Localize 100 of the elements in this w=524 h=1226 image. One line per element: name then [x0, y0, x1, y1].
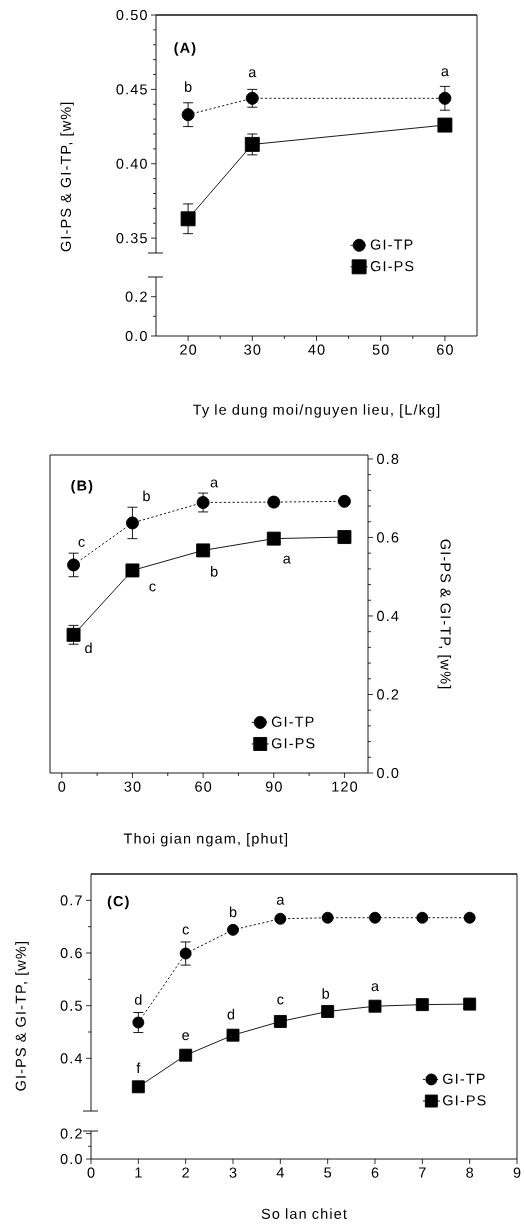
annotation: b — [322, 988, 330, 999]
x-tick-label: 9 — [513, 1167, 521, 1178]
annotation: a — [371, 983, 380, 992]
x-tick-label: 4 — [276, 1167, 284, 1178]
point — [368, 999, 382, 1013]
annotation: f — [136, 1062, 141, 1074]
annotation: b — [143, 490, 150, 502]
point — [126, 516, 139, 530]
x-tick-label: 5 — [324, 1167, 332, 1178]
annotation: a — [210, 479, 219, 488]
annotation: b — [211, 566, 218, 577]
y-tick-label: 0.0 — [60, 1153, 82, 1165]
point — [369, 911, 381, 924]
x-tick-label: 7 — [419, 1167, 426, 1178]
y-tick-label: 0.40 — [116, 158, 147, 169]
point — [132, 1016, 145, 1029]
y-tick-label: 0.6 — [377, 532, 399, 543]
x-tick-label: 20 — [180, 344, 197, 355]
x-tick-label: 90 — [265, 781, 282, 792]
annotation: d — [227, 1008, 235, 1020]
annotation: a — [248, 69, 257, 78]
annotation: b — [185, 81, 192, 92]
y-tick-label: 0.0 — [377, 767, 399, 779]
point — [463, 997, 477, 1011]
y-tick-label: 0.2 — [377, 689, 399, 700]
point — [337, 530, 352, 545]
point — [274, 912, 287, 925]
y-tick-label: 0.8 — [377, 453, 399, 465]
point — [180, 211, 196, 227]
x-tick-label: 50 — [372, 344, 389, 355]
x-axis-title: Ty le dung moi/nguyen lieu, [L/kg] — [193, 404, 440, 418]
annotation: c — [277, 996, 284, 1005]
point — [463, 911, 476, 924]
annotation: d — [134, 994, 142, 1005]
point — [196, 496, 210, 509]
x-tick-label: 60 — [195, 781, 212, 792]
point — [131, 1080, 145, 1094]
x-axis-title: So lan chiet — [261, 1208, 347, 1219]
annotation: (A) — [174, 42, 196, 56]
point — [226, 1028, 240, 1042]
y-tick-label: 0.50 — [116, 9, 147, 21]
y-axis-title: GI-PS & GI-TP, [w%] — [437, 539, 452, 689]
annotation: a — [283, 555, 291, 564]
legend-label: GI-PS — [370, 261, 414, 272]
x-tick-label: 1 — [135, 1167, 142, 1178]
point — [181, 108, 195, 122]
y-tick-label: 0.4 — [60, 1053, 83, 1064]
x-tick-label: 2 — [182, 1167, 189, 1178]
y-tick-label: 0.4 — [377, 610, 399, 622]
point — [266, 531, 281, 546]
point — [125, 563, 140, 578]
x-tick-label: 60 — [437, 344, 453, 355]
y-tick-label: 0.35 — [116, 233, 147, 244]
y-axis-title: GI-PS & GI-TP, [w%] — [60, 102, 74, 252]
y-axis-title: GI-PS & GI-TP, [w%] — [15, 942, 29, 1091]
legend-label: GI-PS — [271, 738, 315, 749]
y-tick-label: 0.2 — [60, 1128, 82, 1139]
point — [338, 494, 351, 508]
x-tick-label: 8 — [466, 1167, 474, 1178]
point — [273, 1015, 287, 1028]
x-tick-label: 40 — [308, 344, 325, 355]
point — [416, 911, 429, 924]
x-tick-label: 6 — [371, 1167, 379, 1178]
x-tick-label: 30 — [124, 781, 141, 792]
point — [437, 117, 453, 133]
point — [179, 947, 192, 960]
point — [321, 1005, 335, 1018]
legend-label: GI-PS — [443, 1095, 486, 1106]
x-tick-label: 3 — [229, 1167, 237, 1178]
point — [244, 136, 260, 152]
annotation: b — [229, 906, 237, 918]
point — [179, 1048, 193, 1062]
y-tick-label: 0.5 — [60, 1000, 82, 1011]
annotation: c — [78, 538, 85, 547]
x-axis-title: Thoi gian ngam, [phut] — [123, 833, 288, 847]
annotation: a — [276, 896, 285, 905]
y-tick-label: 0.6 — [60, 947, 82, 959]
annotation: (B) — [71, 480, 93, 494]
annotation: d — [85, 642, 92, 654]
y-tick-label: 0.45 — [116, 84, 147, 95]
point — [196, 543, 211, 558]
point — [227, 923, 239, 936]
point — [67, 558, 80, 572]
y-tick-label: 0.7 — [60, 895, 82, 906]
x-tick-label: 30 — [244, 344, 261, 355]
y-tick-label: 0.0 — [125, 330, 147, 342]
point — [321, 911, 334, 924]
legend-label: GI-TP — [370, 239, 413, 250]
annotation: c — [182, 926, 189, 935]
x-tick-label: 120 — [332, 781, 358, 792]
y-tick-label: 0.2 — [125, 291, 147, 302]
annotation: a — [441, 68, 449, 77]
point — [438, 91, 452, 105]
annotation: e — [182, 1032, 190, 1041]
x-tick-label: 0 — [87, 1167, 95, 1178]
annotation: (C) — [107, 895, 129, 910]
annotation: c — [149, 583, 156, 592]
point — [415, 998, 429, 1012]
legend-label: GI-TP — [443, 1073, 485, 1084]
legend-label: GI-TP — [271, 716, 314, 727]
